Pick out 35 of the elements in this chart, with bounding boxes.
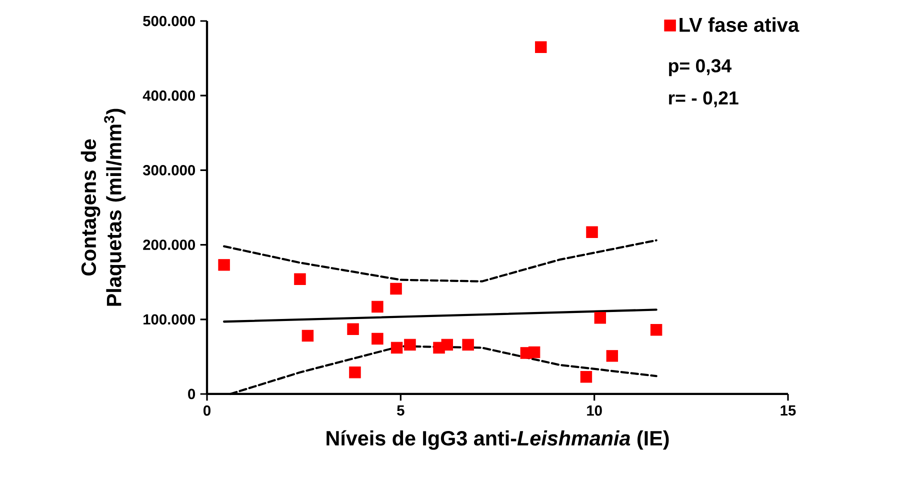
point xyxy=(390,342,403,354)
point xyxy=(404,338,416,351)
point xyxy=(349,366,361,378)
point xyxy=(347,323,359,335)
legend-label: LV fase ativa xyxy=(680,17,800,32)
y-axis-title: Contagens de Plaquetas (mil/mm$^{3}$) xyxy=(80,108,126,306)
point xyxy=(294,273,306,285)
point xyxy=(650,324,662,336)
point xyxy=(302,330,314,342)
point xyxy=(390,282,402,295)
point xyxy=(372,300,384,313)
annotation: p= 0,34 xyxy=(669,59,732,76)
y-tick-label: 500.000 xyxy=(143,16,196,26)
y-tick-label: 100.000 xyxy=(144,314,196,325)
point xyxy=(462,338,474,351)
annotation: r= - 0,21 xyxy=(669,91,738,108)
x-tick-label: 10 xyxy=(587,405,602,416)
point xyxy=(218,259,230,271)
point xyxy=(580,370,592,383)
point xyxy=(441,338,454,351)
y-tick-label: 300.000 xyxy=(142,165,196,176)
y-tick-label: 200.000 xyxy=(143,240,196,250)
y-tick-label: 0 xyxy=(188,388,196,400)
x-tick-label: 0 xyxy=(204,405,210,416)
line-series xyxy=(222,239,658,282)
point xyxy=(594,312,606,324)
point xyxy=(535,41,547,53)
point xyxy=(372,332,384,345)
x-axis-title: Níveis de IgG3 anti-Leishmania (IE) xyxy=(326,430,669,450)
x-tick-label: 15 xyxy=(780,405,796,416)
y-tick-label: 400.000 xyxy=(142,90,196,101)
point xyxy=(586,226,598,238)
x-tick-label: 5 xyxy=(397,405,404,416)
point xyxy=(528,346,540,358)
point xyxy=(606,350,618,362)
